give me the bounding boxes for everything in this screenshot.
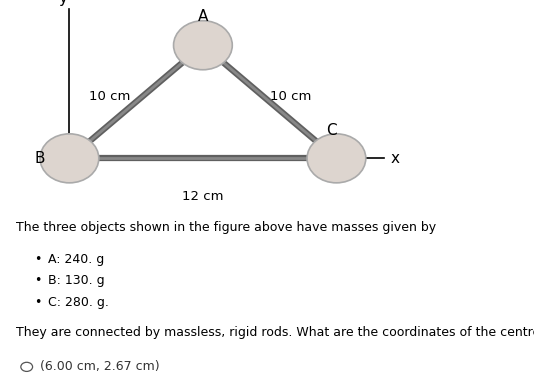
Ellipse shape: [307, 134, 366, 183]
Text: •: •: [34, 253, 41, 265]
Text: A: 240. g: A: 240. g: [48, 253, 104, 265]
Text: C: 280. g.: C: 280. g.: [48, 296, 109, 308]
Text: 10 cm: 10 cm: [270, 90, 312, 103]
Text: B: 130. g: B: 130. g: [48, 274, 105, 287]
Ellipse shape: [21, 362, 33, 371]
Text: •: •: [34, 274, 41, 287]
Text: y: y: [59, 0, 67, 6]
Text: x: x: [391, 151, 400, 166]
Text: •: •: [34, 296, 41, 308]
Ellipse shape: [40, 134, 99, 183]
Text: They are connected by massless, rigid rods. What are the coordinates of the cent: They are connected by massless, rigid ro…: [16, 326, 534, 339]
Text: The three objects shown in the figure above have masses given by: The three objects shown in the figure ab…: [16, 221, 436, 233]
Text: 10 cm: 10 cm: [89, 90, 130, 103]
Text: B: B: [35, 151, 45, 166]
Text: 12 cm: 12 cm: [182, 190, 224, 203]
Text: A: A: [198, 9, 208, 25]
Text: (6.00 cm, 2.67 cm): (6.00 cm, 2.67 cm): [40, 360, 160, 373]
Ellipse shape: [174, 21, 232, 70]
Text: C: C: [326, 123, 336, 138]
